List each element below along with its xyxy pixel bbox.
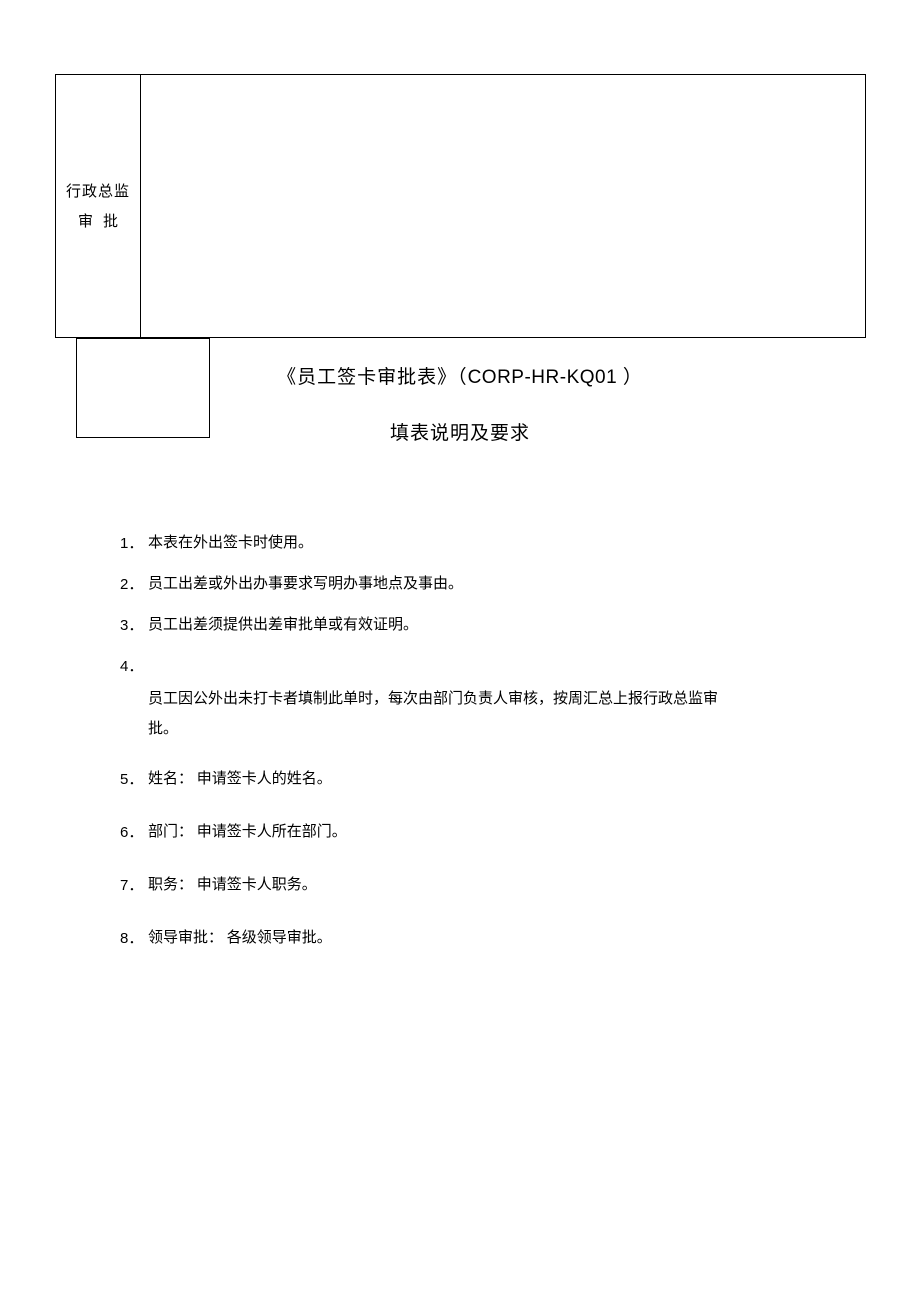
list-text-line: 员工因公外出未打卡者填制此单时，每次由部门负责人审核，按周汇总上报行政总监审 [148,684,800,714]
title-suffix: ） [617,367,643,388]
instructions-list: 1． 本表在外出签卡时使用。 2． 员工出差或外出办事要求写明办事地点及事由。 … [120,530,800,978]
list-item: 6． 部门： 申请签卡人所在部门。 [120,819,800,846]
list-text: 职务： 申请签卡人职务。 [148,872,800,899]
list-item: 8． 领导审批： 各级领导审批。 [120,925,800,952]
list-number: 7． [120,872,148,899]
list-text-line: 批。 [148,714,800,744]
approval-label-line2: 审批 [68,207,128,237]
list-text: 员工出差须提供出差审批单或有效证明。 [148,612,800,639]
list-number: 6． [120,819,148,846]
list-item: 5． 姓名： 申请签卡人的姓名。 [120,766,800,793]
title-prefix: 《员工签卡审批表》（ [277,367,468,388]
main-title: 《员工签卡审批表》（CORP-HR-KQ01 ） [277,367,643,388]
approval-label-cell: 行政总监 审批 [56,75,141,339]
list-number: 1． [120,530,148,557]
list-number: 4． [120,653,148,680]
title-code: CORP-HR-KQ01 [468,367,618,388]
list-number: 3． [120,612,148,639]
list-number: 8． [120,925,148,952]
list-text: 员工出差或外出办事要求写明办事地点及事由。 [148,571,800,598]
list-text: 姓名： 申请签卡人的姓名。 [148,766,800,793]
approval-box: 行政总监 审批 [55,74,866,338]
list-number: 2． [120,571,148,598]
approval-label-line1: 行政总监 [66,177,130,207]
list-item: 4． [120,653,800,680]
list-item: 2． 员工出差或外出办事要求写明办事地点及事由。 [120,571,800,598]
list-text: 本表在外出签卡时使用。 [148,530,800,557]
list-text: 部门： 申请签卡人所在部门。 [148,819,800,846]
list-text: 领导审批： 各级领导审批。 [148,925,800,952]
list-number: 5． [120,766,148,793]
list-item: 3． 员工出差须提供出差审批单或有效证明。 [120,612,800,639]
overlap-box [76,338,210,438]
list-item-continuation: 员工因公外出未打卡者填制此单时，每次由部门负责人审核，按周汇总上报行政总监审 批… [148,684,800,744]
list-item: 1． 本表在外出签卡时使用。 [120,530,800,557]
list-item: 7． 职务： 申请签卡人职务。 [120,872,800,899]
subtitle: 填表说明及要求 [390,423,530,444]
